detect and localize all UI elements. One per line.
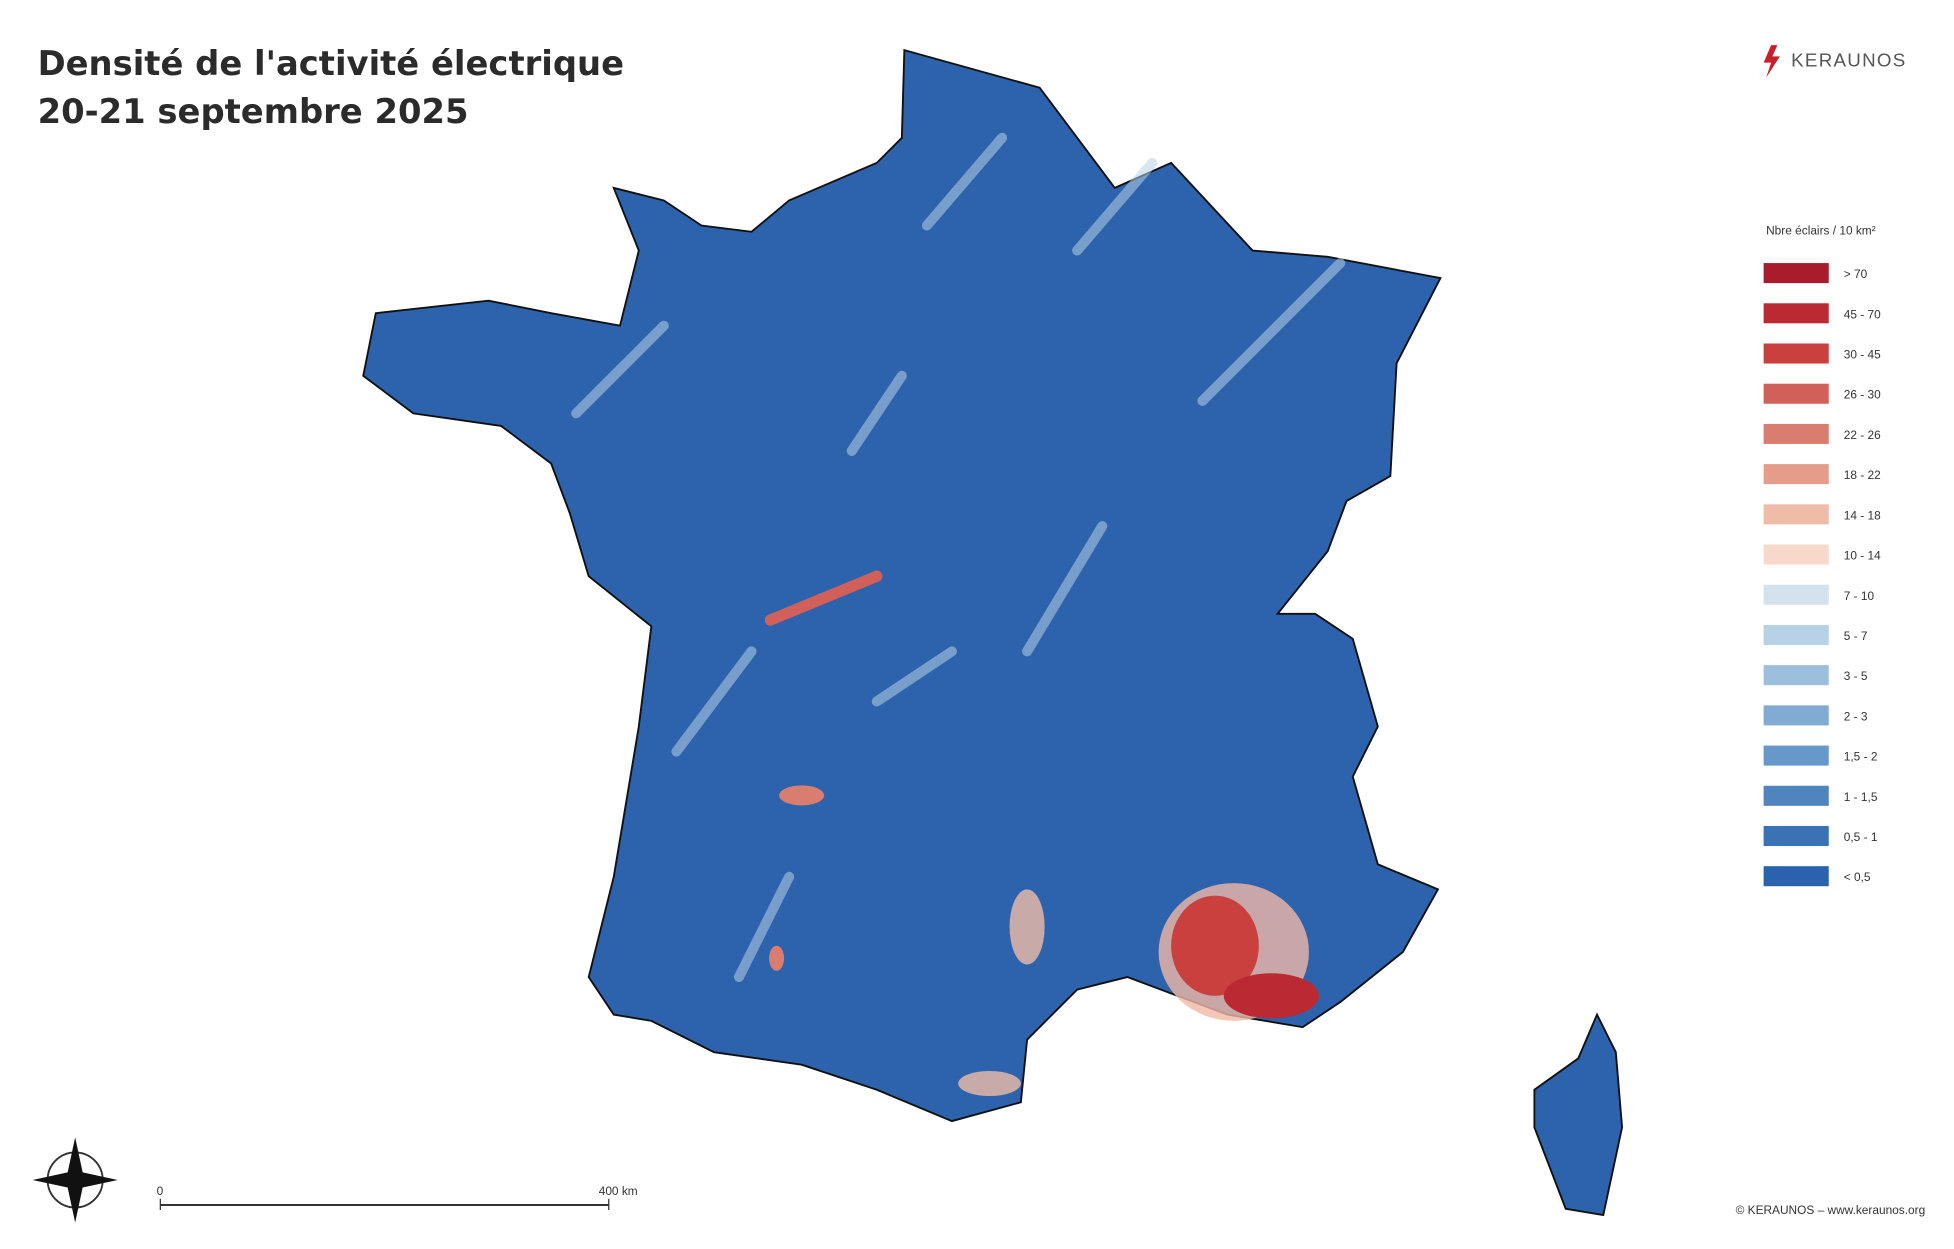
activity-streaks [571,132,1346,983]
legend-swatch [1763,745,1829,766]
legend-label: 1 - 1,5 [1844,790,1878,804]
legend-swatch [1763,383,1829,404]
legend-swatch [1763,584,1829,605]
legend-swatch [1763,423,1829,444]
legend-swatch [1763,464,1829,485]
legend-swatch [1763,665,1829,686]
copyright: © KERAUNOS – www.keraunos.org [1736,1203,1926,1217]
legend-label: 2 - 3 [1844,709,1868,723]
legend-label: 26 - 30 [1844,388,1881,402]
legend-label: 7 - 10 [1844,589,1875,603]
legend-label: 3 - 5 [1844,669,1868,683]
mainland [362,48,1442,1123]
france-map [362,48,1624,1217]
legend-label: 22 - 26 [1844,428,1881,442]
corsica [1533,1012,1624,1217]
legend-label: 30 - 45 [1844,348,1881,362]
activity-hotspots [764,570,1319,1097]
legend-swatch [1763,343,1829,364]
logo: KERAUNOS [1763,45,1906,78]
legend-swatch [1763,544,1829,565]
legend: Nbre éclairs / 10 km² > 70 45 - 70 30 - 45… [1763,223,1881,887]
legend-swatch [1763,263,1829,284]
legend-label: 0,5 - 1 [1844,830,1878,844]
legend-label: < 0,5 [1844,870,1871,884]
legend-swatch [1763,504,1829,525]
legend-label: 14 - 18 [1844,508,1881,522]
logo-text: KERAUNOS [1791,49,1906,70]
compass [32,1137,118,1223]
legend-label: 1,5 - 2 [1844,750,1878,764]
subtitle: 20-21 septembre 2025 [38,92,469,131]
legend-swatch [1763,825,1829,847]
legend-swatch [1763,624,1829,645]
scale-bar: 0 400 km [157,1184,638,1211]
legend-label: 10 - 14 [1844,549,1881,563]
legend-label: 45 - 70 [1844,307,1881,321]
legend-swatch [1763,785,1829,806]
legend-swatch [1763,866,1829,887]
title: Densité de l'activité électrique [38,44,624,83]
legend-label: 18 - 22 [1844,468,1881,482]
legend-label: > 70 [1844,267,1868,281]
legend-swatch [1763,705,1829,726]
legend-label: 5 - 7 [1844,629,1868,643]
scale-start: 0 [157,1184,164,1198]
legend-swatch [1763,303,1829,324]
scale-end: 400 km [599,1184,638,1198]
legend-title: Nbre éclairs / 10 km² [1766,223,1876,237]
